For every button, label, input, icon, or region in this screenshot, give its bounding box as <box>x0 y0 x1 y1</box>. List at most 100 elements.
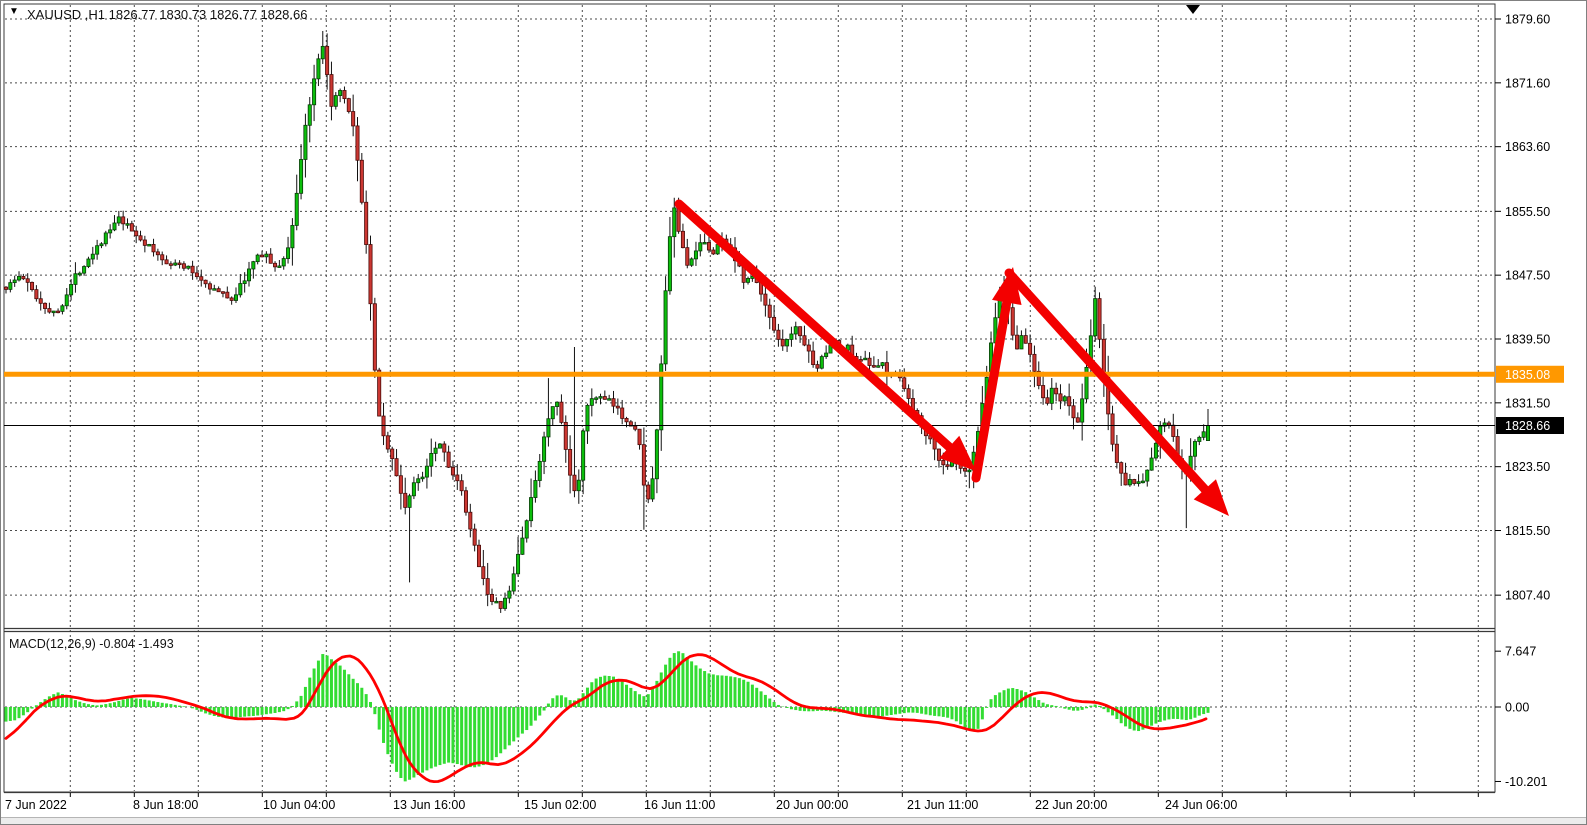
candle <box>490 588 495 606</box>
candle-body <box>490 593 495 602</box>
candle <box>242 272 247 293</box>
candle-body <box>325 45 330 75</box>
candle-body <box>147 244 152 247</box>
candle-body <box>307 104 312 126</box>
macd-indicator-label: MACD(12,26,9) -0.804 -1.493 <box>9 637 174 651</box>
candle-body <box>69 284 74 296</box>
trend-arrow-head[interactable] <box>939 435 976 471</box>
chart-shift-marker-icon[interactable] <box>1186 5 1200 14</box>
candle-body <box>385 435 390 450</box>
candle-body <box>555 401 560 407</box>
candle-body <box>780 339 785 347</box>
candle-body <box>255 254 260 263</box>
candle <box>1071 399 1076 430</box>
trend-arrow-shaft[interactable] <box>674 199 957 455</box>
candle-body <box>680 230 685 249</box>
candle <box>238 274 243 298</box>
candle-body <box>260 254 265 258</box>
candle-body <box>216 288 221 293</box>
candle-body <box>594 397 599 400</box>
candle-body <box>138 235 143 241</box>
candle <box>876 359 881 368</box>
candle-body <box>1132 479 1137 484</box>
time-tick-label: 7 Jun 2022 <box>5 798 67 812</box>
candle-body <box>550 406 555 420</box>
candle-body <box>463 490 468 513</box>
candle <box>312 64 317 122</box>
candle-body <box>364 201 369 245</box>
candle-body <box>559 401 564 423</box>
candle <box>394 449 399 477</box>
candle <box>1058 384 1063 410</box>
candle-body <box>685 247 690 266</box>
candle-body <box>450 466 455 476</box>
trend-arrow-head[interactable] <box>1193 479 1229 516</box>
candle <box>463 486 468 516</box>
candle <box>77 271 82 277</box>
candle-body <box>398 475 403 494</box>
candle-body <box>1049 387 1054 404</box>
candle-body <box>1153 442 1158 459</box>
time-tick-label: 16 Jun 11:00 <box>644 798 715 812</box>
candle <box>90 246 95 265</box>
candle <box>1140 473 1145 484</box>
candle <box>1045 389 1050 406</box>
candle-body <box>47 308 52 313</box>
candle <box>1119 461 1124 486</box>
candle <box>659 355 664 451</box>
candle <box>47 302 52 314</box>
candle-body <box>533 480 538 498</box>
candle-body <box>1197 436 1202 442</box>
candle <box>342 86 347 104</box>
price-tick-label: 1807.40 <box>1505 589 1550 603</box>
candle-body <box>181 263 186 269</box>
candle <box>346 97 351 114</box>
candle-body <box>624 418 629 423</box>
candle <box>1049 378 1054 411</box>
plot-frame <box>3 3 1496 793</box>
symbol-dropdown-icon[interactable]: ▼ <box>9 6 19 17</box>
candle <box>338 88 343 103</box>
candle <box>1067 383 1072 416</box>
trend-arrow-shaft[interactable] <box>971 294 1012 483</box>
candle-body <box>368 244 373 305</box>
candle-body <box>880 362 885 367</box>
candle-body <box>607 398 612 401</box>
candle-body <box>268 253 273 264</box>
candle <box>685 238 690 269</box>
candle <box>568 435 573 494</box>
candle <box>776 323 781 347</box>
candle <box>654 428 659 494</box>
candle <box>524 519 529 543</box>
candle <box>142 235 147 253</box>
candle-body <box>73 273 78 285</box>
time-tick-label: 15 Jun 02:00 <box>524 798 596 812</box>
candle-body <box>1192 441 1197 457</box>
candle <box>138 230 143 242</box>
candle-body <box>1145 469 1150 482</box>
candle <box>1019 330 1024 350</box>
candle <box>407 493 412 583</box>
candle <box>698 234 703 257</box>
bid-price-badge <box>1496 417 1564 435</box>
candle <box>1123 462 1128 486</box>
candle-body <box>95 245 100 255</box>
candle-body <box>811 350 816 365</box>
candles-layer <box>4 30 1211 613</box>
candle-body <box>51 310 56 314</box>
candle-body <box>160 254 165 261</box>
candle <box>316 53 321 87</box>
candle-body <box>706 242 711 251</box>
candle-body <box>355 125 360 161</box>
candle-body <box>60 305 65 312</box>
candle-body <box>962 467 967 472</box>
candle-body <box>1201 431 1206 438</box>
candle <box>793 321 798 340</box>
candle <box>168 261 173 270</box>
trend-arrow-shaft[interactable] <box>1004 268 1213 497</box>
candle-body <box>654 429 659 480</box>
price-tick-label: 1863.60 <box>1505 140 1550 154</box>
candle <box>372 297 377 378</box>
trend-arrows-layer[interactable] <box>674 199 1229 516</box>
